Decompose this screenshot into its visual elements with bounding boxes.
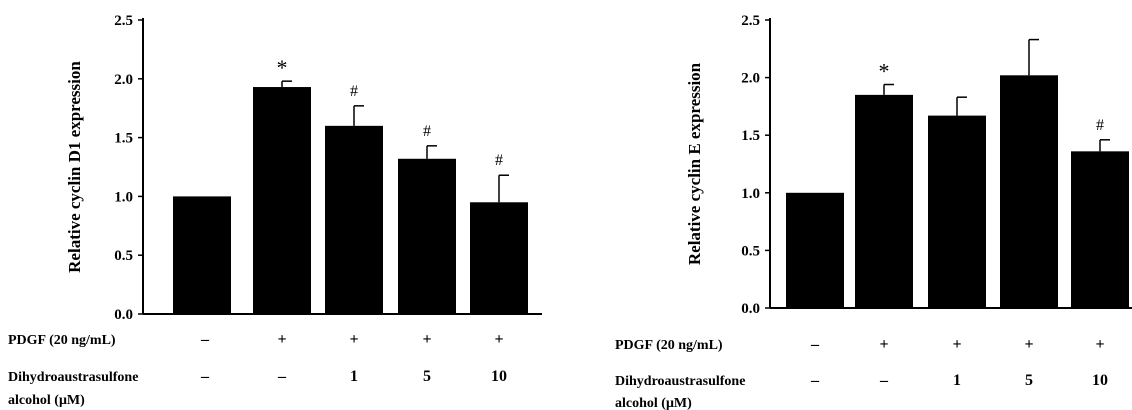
pdgf-value: + [1095,336,1104,353]
bar [173,196,231,314]
pdgf-value: + [1024,336,1033,353]
y-tick-label: 1.0 [114,189,133,205]
bar [1000,75,1058,309]
y-tick-label: 0.5 [741,243,760,259]
bar [470,202,528,314]
treatment-label-pdgf: PDGF (20 ng/mL) [615,338,723,353]
significance-marker: # [423,123,431,140]
chart-panel-cyclin-d1: 0.0 0.5 1.0 1.5 2.0 2.5 Relative cyclin D1 exp… [8,13,542,408]
y-tick-label: 2.0 [741,71,760,87]
pdgf-value: + [277,331,286,348]
pdgf-value: + [349,331,358,348]
significance-marker: # [1096,117,1104,134]
y-axis-title: Relative cyclin E expression [685,62,704,265]
compound-dose-value: – [879,372,889,389]
significance-marker: * [277,55,288,80]
y-tick-label: 0.0 [741,301,760,317]
chart-panel-cyclin-e: 0.0 0.5 1.0 1.5 2.0 2.5 Relative cyclin E expr… [615,13,1132,410]
significance-marker: # [495,152,503,169]
y-tick-label: 1.5 [741,128,760,144]
pdgf-value: + [879,336,888,353]
compound-dose-value: – [277,368,287,385]
treatment-label-compound-unit: alcohol (μM) [615,396,692,410]
compound-dose-value: 1 [350,368,358,385]
y-tick-label: 2.5 [741,13,760,29]
compound-dose-value: 10 [491,368,507,385]
y-tick-label: 1.5 [114,131,133,147]
bar [855,94,913,308]
compound-dose-value: 5 [1025,372,1033,389]
y-tick-label: 0.0 [114,307,133,323]
y-tick-label: 2.0 [114,72,133,88]
y-axis-title: Relative cyclin D1 expression [65,61,84,273]
treatment-label-compound: Dihydroaustrasulfone [615,374,745,389]
compound-dose-value: 5 [423,368,431,385]
pdgf-value: – [810,336,820,353]
compound-dose-value: 10 [1092,372,1108,389]
compound-dose-value: 1 [953,372,961,389]
bar [325,125,383,314]
bar [398,158,456,314]
treatment-label-compound: Dihydroaustrasulfone [8,370,138,385]
bar [786,192,844,308]
significance-marker: # [350,83,358,100]
compound-dose-value: – [810,372,820,389]
bar [253,87,311,314]
significance-marker: * [879,59,890,84]
y-tick-label: 1.0 [741,186,760,202]
bar [1071,151,1129,308]
treatment-label-compound-unit: alcohol (μM) [8,393,85,408]
y-tick-label: 0.5 [114,248,133,264]
pdgf-value: + [422,331,431,348]
y-tick-label: 2.5 [114,13,133,29]
compound-dose-value: – [200,368,210,385]
pdgf-value: + [952,336,961,353]
treatment-label-pdgf: PDGF (20 ng/mL) [8,333,116,348]
pdgf-value: + [494,331,503,348]
bar [928,115,986,308]
pdgf-value: – [200,331,210,348]
